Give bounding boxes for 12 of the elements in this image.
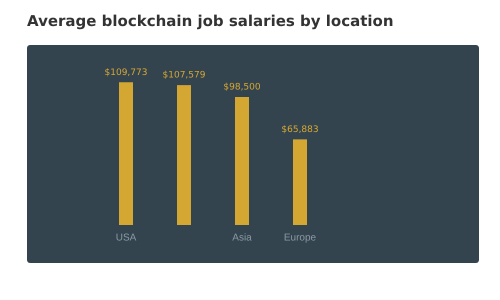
bar: [119, 82, 133, 225]
bar: [177, 85, 191, 225]
data-label: $65,883: [281, 124, 319, 135]
data-label: $109,773: [104, 68, 148, 78]
bar: [235, 96, 249, 225]
chart-title: Average blockchain job salaries by location: [27, 12, 394, 30]
data-label: $107,579: [162, 70, 206, 81]
data-label: $98,500: [223, 82, 261, 92]
x-tick-label: Asia: [232, 232, 252, 244]
bar: [293, 139, 307, 225]
x-tick-label: Europe: [284, 232, 317, 244]
x-tick-label: USA: [116, 232, 137, 244]
